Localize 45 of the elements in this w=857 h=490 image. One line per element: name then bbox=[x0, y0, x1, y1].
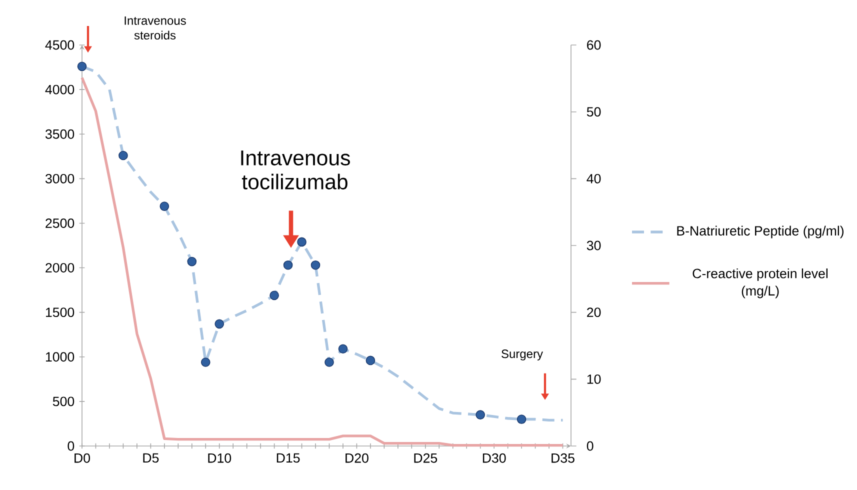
y-tick-label: 3000 bbox=[45, 174, 74, 184]
y-tick-label: 2500 bbox=[46, 218, 74, 228]
x-tick-label: D10 bbox=[208, 453, 232, 463]
legend-label: C-reactive protein level (mg/L) bbox=[692, 268, 828, 298]
point bbox=[214, 319, 224, 329]
point bbox=[118, 150, 128, 160]
x-tick-label: D0 bbox=[74, 453, 90, 463]
y-tick-label: 1000 bbox=[46, 352, 74, 362]
y-tick-label: 500 bbox=[52, 396, 74, 406]
x-tick-label: D15 bbox=[276, 453, 300, 463]
point bbox=[283, 260, 293, 270]
y2-tick-label: 20 bbox=[587, 308, 601, 318]
point bbox=[324, 358, 334, 367]
x-tick-label: D30 bbox=[482, 453, 506, 463]
point bbox=[310, 260, 320, 270]
point bbox=[516, 414, 526, 424]
x-tick-label: D25 bbox=[414, 453, 438, 463]
x-tick-label: D5 bbox=[143, 453, 159, 463]
y2-tick-label: 30 bbox=[586, 240, 601, 250]
y-tick-label: 2000 bbox=[46, 263, 74, 272]
annotation: Surgery bbox=[502, 350, 543, 360]
point bbox=[476, 410, 486, 420]
y-tick-label: 3500 bbox=[45, 129, 74, 139]
y-tick-label: 4000 bbox=[45, 84, 74, 94]
x-tick-label: D20 bbox=[346, 453, 368, 463]
y-tick-label: 1500 bbox=[46, 308, 74, 318]
text: Intravenous steroids bbox=[124, 16, 186, 40]
y2-tick-label: 0 bbox=[586, 441, 594, 451]
y2-tick-label: 60 bbox=[587, 40, 601, 50]
point bbox=[270, 290, 279, 300]
y2-tick-label: 40 bbox=[586, 174, 601, 184]
legend-label: B-Natriuretic Peptide (pg/ml) bbox=[677, 226, 844, 238]
y-tick-label: 4500 bbox=[45, 40, 74, 50]
y2-tick-label: 50 bbox=[586, 107, 601, 117]
point bbox=[338, 344, 348, 354]
point bbox=[200, 358, 210, 367]
y-tick-label: 0 bbox=[68, 441, 74, 451]
annotation: Intravenous tocilizumab bbox=[241, 150, 350, 190]
y2-tick-label: 10 bbox=[587, 374, 601, 384]
x-tick-label: D35 bbox=[552, 453, 574, 463]
point bbox=[297, 237, 306, 247]
point bbox=[77, 62, 87, 72]
point bbox=[187, 256, 197, 266]
point bbox=[366, 356, 376, 366]
point bbox=[160, 202, 170, 211]
